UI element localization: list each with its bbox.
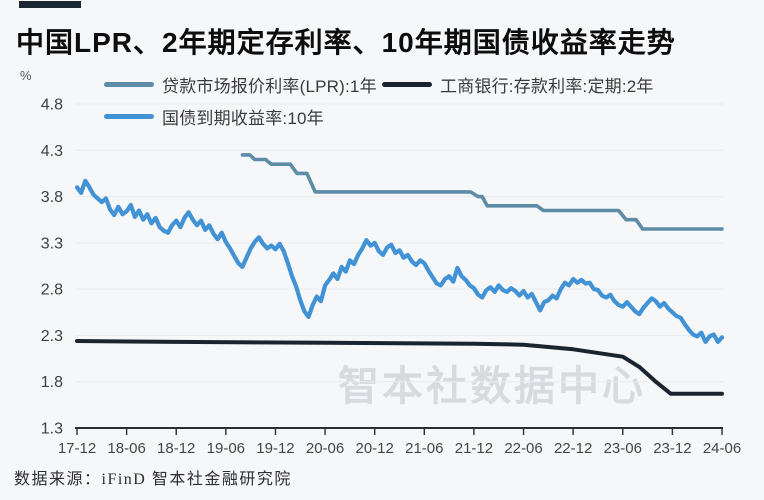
y-axis-unit-label: %	[20, 68, 32, 83]
x-tick-label-24-06: 24-06	[703, 440, 741, 457]
x-tick-label-23-06: 23-06	[604, 440, 642, 457]
legend-item-lpr-1y: 贷款市场报价利率(LPR):1年	[104, 74, 377, 96]
x-tick-label-17-12: 17-12	[58, 440, 96, 457]
x-tick-label-22-12: 22-12	[554, 440, 592, 457]
legend-label-cgb-10y: 国债到期收益率:10年	[162, 108, 324, 128]
x-tick-label-18-06: 18-06	[107, 440, 145, 457]
legend-item-icbc-deposit-2y: 工商银行:存款利率:定期:2年	[382, 74, 654, 96]
x-tick-label-19-12: 19-12	[256, 440, 294, 457]
y-tick-label-2.3: 2.3	[41, 328, 63, 345]
y-tick-label-3.3: 3.3	[41, 235, 63, 252]
x-tick-label-21-12: 21-12	[455, 440, 493, 457]
legend-label-icbc-deposit-2y: 工商银行:存款利率:定期:2年	[440, 76, 654, 96]
y-tick-label-3.8: 3.8	[41, 189, 63, 206]
series-line-2	[74, 178, 725, 344]
legend-swatch-lpr-1y	[104, 81, 154, 87]
legend-label-lpr-1y: 贷款市场报价利率(LPR):1年	[162, 76, 377, 96]
accent-bar	[19, 1, 81, 8]
x-tick-label-19-06: 19-06	[207, 440, 245, 457]
y-tick-label-4.3: 4.3	[41, 143, 63, 160]
x-tick-label-22-06: 22-06	[504, 440, 542, 457]
y-tick-label-2.8: 2.8	[41, 282, 63, 299]
x-tick-label-21-06: 21-06	[405, 440, 443, 457]
x-tick-label-18-12: 18-12	[157, 440, 195, 457]
source-note: 数据来源：iFinD 智本社金融研究院	[14, 471, 292, 488]
chart-title: 中国LPR、2年期定存利率、10年期国债收益率走势	[16, 27, 676, 58]
y-tick-label-4.8: 4.8	[41, 97, 63, 114]
y-tick-label-1.3: 1.3	[41, 421, 63, 438]
watermark-text: 智本社数据中心	[338, 363, 646, 409]
y-tick-label-1.8: 1.8	[41, 374, 63, 391]
x-tick-label-20-06: 20-06	[306, 440, 344, 457]
legend-swatch-icbc-deposit-2y	[382, 81, 432, 87]
x-tick-label-20-12: 20-12	[356, 440, 394, 457]
legend-item-cgb-10y: 国债到期收益率:10年	[104, 106, 324, 128]
series-line-1	[75, 339, 724, 396]
legend-swatch-cgb-10y	[104, 113, 154, 119]
series-line-0	[240, 153, 724, 231]
x-tick-label-23-12: 23-12	[653, 440, 691, 457]
